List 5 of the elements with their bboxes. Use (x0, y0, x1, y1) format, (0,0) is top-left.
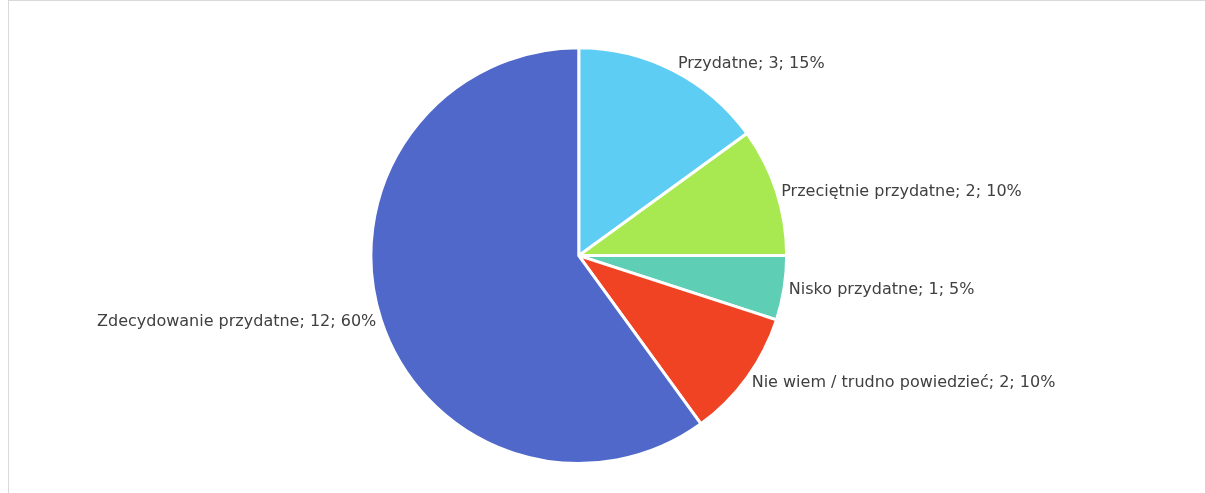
slice-label: Nie wiem / trudno powiedzieć; 2; 10% (751, 371, 1056, 391)
slice-label: Nisko przydatne; 1; 5% (788, 278, 975, 298)
slice-label: Zdecydowanie przydatne; 12; 60% (97, 311, 377, 331)
slice-label: Przydatne; 3; 15% (677, 53, 825, 73)
slice-label: Przeciętnie przydatne; 2; 10% (781, 180, 1022, 200)
